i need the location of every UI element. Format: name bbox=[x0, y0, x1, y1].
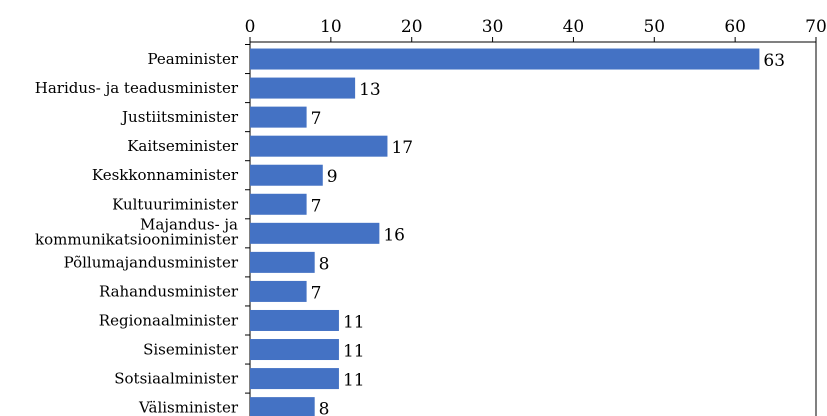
value-label: 11 bbox=[343, 371, 365, 391]
category-label: Peaminister bbox=[148, 50, 239, 68]
bar bbox=[250, 397, 315, 416]
bar bbox=[250, 222, 380, 244]
category-label: Justiitsminister bbox=[120, 108, 239, 126]
bar bbox=[250, 135, 388, 157]
value-label: 7 bbox=[311, 196, 322, 216]
value-label: 16 bbox=[383, 225, 405, 245]
bar bbox=[250, 77, 356, 99]
value-label: 7 bbox=[311, 283, 322, 303]
value-label: 11 bbox=[343, 312, 365, 332]
bar bbox=[250, 193, 307, 215]
bar bbox=[250, 106, 307, 128]
bar bbox=[250, 164, 323, 186]
value-label: 9 bbox=[327, 167, 338, 187]
value-label: 8 bbox=[319, 254, 330, 274]
category-label: Sotsiaalminister bbox=[114, 370, 239, 388]
value-label: 11 bbox=[343, 342, 365, 362]
bar bbox=[250, 368, 339, 390]
value-label: 17 bbox=[391, 138, 413, 158]
x-tick-label: 10 bbox=[320, 17, 342, 37]
x-tick-label: 60 bbox=[724, 17, 746, 37]
x-tick-label: 20 bbox=[401, 17, 423, 37]
bar bbox=[250, 251, 315, 273]
bar bbox=[250, 339, 339, 361]
category-label: Välisminister bbox=[138, 399, 239, 416]
value-label: 63 bbox=[763, 51, 785, 71]
category-labels: Peaminister Haridus- ja teadusminister Jus… bbox=[35, 50, 239, 416]
category-label: Regionaalminister bbox=[99, 311, 239, 329]
value-label: 7 bbox=[311, 109, 322, 129]
x-tick-label: 50 bbox=[643, 17, 665, 37]
category-label: Kaitseminister bbox=[127, 137, 239, 155]
bar bbox=[250, 309, 339, 331]
x-tick-label: 70 bbox=[805, 17, 827, 37]
bar bbox=[250, 48, 760, 70]
category-label: Põllumajandusminister bbox=[64, 253, 239, 271]
x-axis: 0 10 20 30 40 50 60 70 bbox=[245, 17, 827, 43]
value-label: 8 bbox=[319, 400, 330, 416]
category-label: Haridus- ja teadusminister bbox=[35, 79, 239, 97]
x-tick-label: 0 bbox=[245, 17, 256, 37]
bars bbox=[250, 48, 760, 416]
value-label: 13 bbox=[359, 80, 381, 100]
bar bbox=[250, 280, 307, 302]
category-label: Kultuuriminister bbox=[112, 195, 239, 213]
x-tick-label: 40 bbox=[563, 17, 585, 37]
category-label: Keskkonnaminister bbox=[92, 166, 239, 184]
category-label: Siseminister bbox=[143, 341, 239, 359]
category-label: Rahandusminister bbox=[99, 282, 239, 300]
category-label: Majandus- ja kommunikatsiooniminister bbox=[35, 215, 239, 248]
x-tick-label: 30 bbox=[482, 17, 504, 37]
